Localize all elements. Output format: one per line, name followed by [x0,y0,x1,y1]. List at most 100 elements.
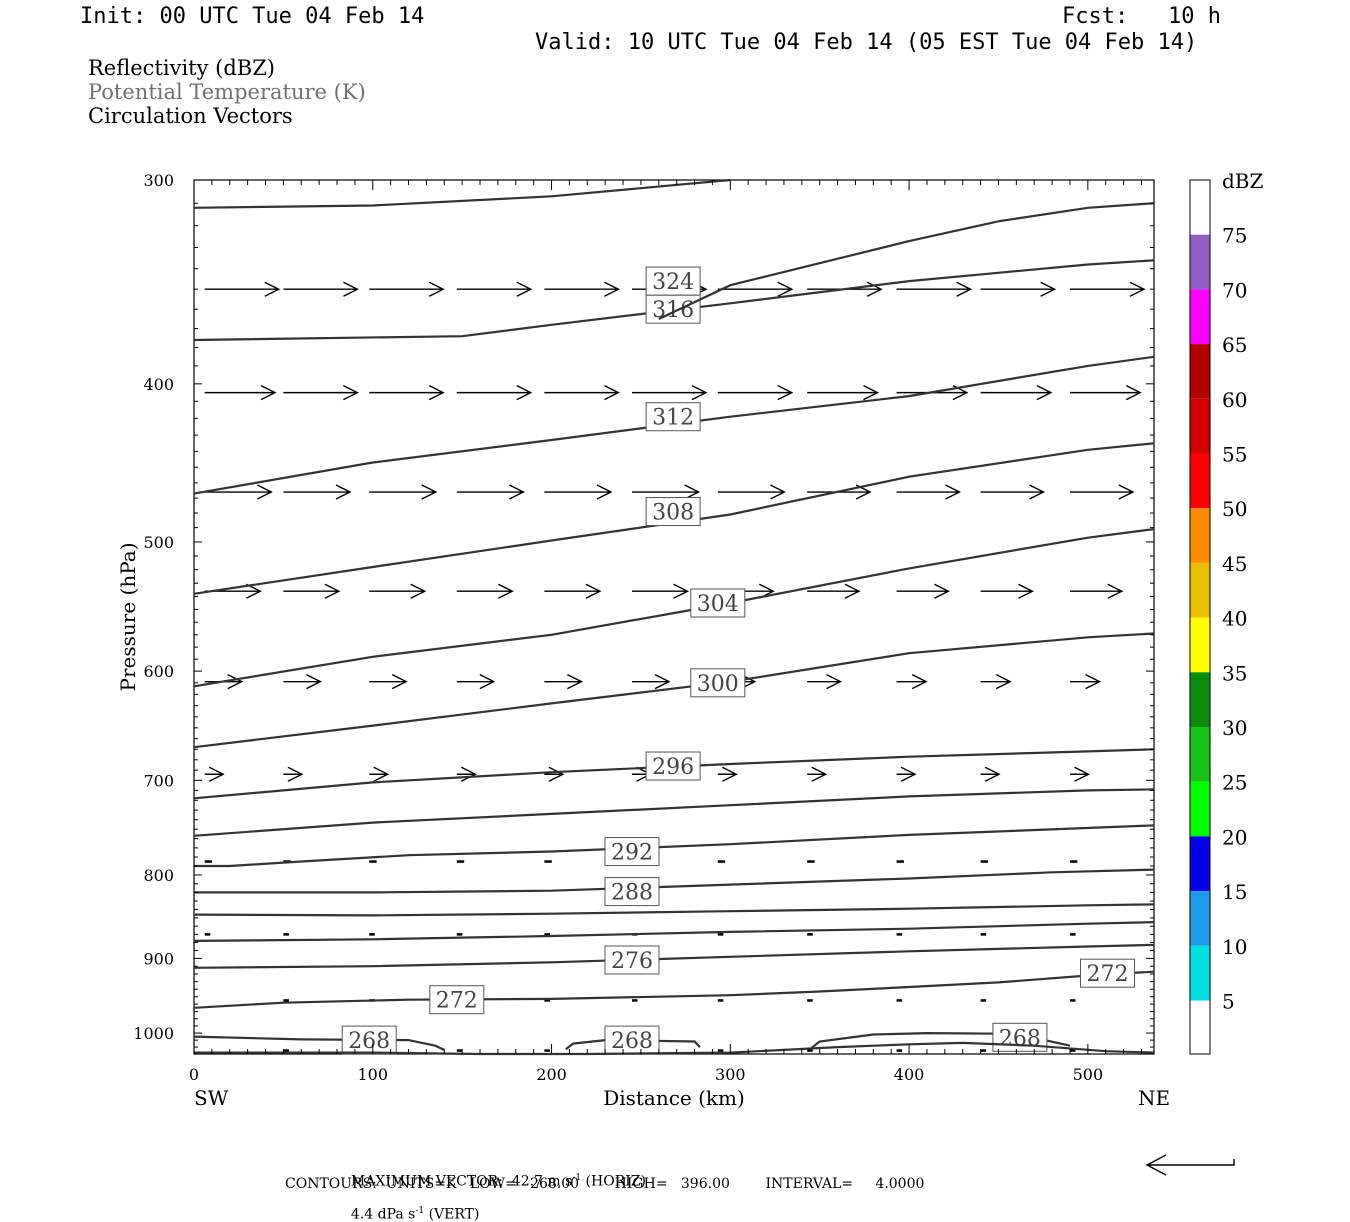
colorbar-top-segment [1190,180,1210,235]
contour-label-box [645,497,701,527]
horiz-tag: (HORIZ) [581,1173,646,1190]
sw-label: SW [194,1086,229,1110]
circulation-vector [369,583,427,599]
colorbar-bottom-segment [1190,1000,1210,1054]
colorbar-label: 75 [1222,224,1247,248]
circulation-vector [896,674,928,690]
colorbar-label: 70 [1222,278,1247,302]
colorbar-label: 45 [1222,552,1247,576]
colorbar-frame [1189,179,1211,1055]
contour-label-box [645,294,701,324]
x-tick-label: 300 [715,1065,746,1084]
circulation-vector [544,674,583,690]
init-time: Init: 00 UTC Tue 04 Feb 14 [80,4,425,29]
x-tick-label: 400 [894,1065,925,1084]
x-tick-label: 500 [1073,1065,1104,1084]
contour-label: 316 [652,298,694,323]
theta-contour [193,1035,445,1051]
colorbar-segment [1190,289,1210,345]
circulation-vector [456,674,496,690]
circulation-vector [1069,484,1135,500]
circulation-vector [807,583,861,599]
y-tick-label: 300 [143,171,174,190]
field-circulation-vectors: Circulation Vectors [88,104,293,128]
circulation-vector [544,766,565,782]
max-vector-vert: 4.4 dPa s [350,1206,416,1222]
circulation-vector [544,484,613,500]
contour-label-box [341,1025,397,1055]
circulation-vector [896,484,962,500]
contour-label: 312 [652,406,694,431]
colorbar-segment [1190,453,1210,509]
circulation-vector [283,583,341,599]
contour-label-box [604,1025,660,1055]
colorbar-label: 25 [1222,771,1247,795]
circulation-vector [980,281,1057,297]
colorbar-label: 55 [1222,443,1247,467]
circulation-vector [717,281,794,297]
theta-contour [193,903,1155,917]
theta-contour [193,788,1155,837]
y-axis-label: Pressure (hPa) [116,543,140,692]
colorbar-label: 20 [1222,825,1247,849]
theta-contour [194,824,1155,868]
colorbar-title: dBZ [1222,169,1264,193]
forecast-hour: Fcst: 10 h [1062,4,1221,29]
theta-contour [194,868,1155,894]
circulation-vector [369,766,390,782]
contour-label-box [604,877,660,907]
circulation-vector [631,583,690,599]
circulation-vector [1069,674,1102,690]
contour-info-line: CONTOURS: UNITS=K LOW= 268.00 HIGH= 396.… [285,1176,925,1192]
colorbar-segment [1190,562,1210,618]
circulation-vector [204,484,273,500]
circulation-vector [1069,385,1142,401]
colorbar-segment [1190,945,1210,1001]
contour-label-box [604,945,660,975]
contour-label: 292 [611,841,653,866]
contour-label: 272 [1087,962,1129,987]
circulation-vector [807,674,843,690]
colorbar-segment [1190,672,1210,727]
circulation-vector [283,766,304,782]
x-tick-label: 0 [189,1065,199,1084]
colorbar-label: 60 [1222,388,1247,412]
contour-label-box [1080,958,1136,988]
circulation-vector [283,385,359,401]
colorbar-label: 40 [1222,607,1247,631]
contour-label-box [645,402,701,432]
y-tick-label: 1000 [133,1024,174,1043]
circulation-vector [631,674,671,690]
circulation-vector [369,674,408,690]
theta-contour [658,202,1155,320]
field-potential-temperature: Potential Temperature (K) [88,80,366,104]
circulation-vector [369,281,445,297]
theta-contour [193,970,1155,1009]
contour-label-box [645,751,701,781]
colorbar-segment [1190,398,1210,454]
circulation-vector [980,583,1034,599]
colorbar-segment [1190,891,1210,946]
contour-label: 268 [611,1029,653,1054]
y-tick-label: 900 [143,949,174,968]
contour-label: 276 [611,949,653,974]
circulation-vector [456,484,525,500]
contour-label: 304 [697,592,739,617]
colorbar-label: 5 [1222,990,1235,1014]
colorbar-label: 50 [1222,497,1247,521]
colorbar-label: 30 [1222,716,1247,740]
colorbar-segment [1190,508,1210,563]
circulation-vector [980,484,1046,500]
circulation-vector [204,281,281,297]
circulation-vector [456,583,514,599]
circulation-vector [896,583,950,599]
circulation-vector [369,484,438,500]
colorbar-label: 15 [1222,880,1247,904]
x-tick-label: 100 [357,1065,388,1084]
circulation-vector [896,766,917,782]
max-vector-horiz: MAXIMUM VECTOR: 42.7 m s [350,1173,573,1190]
theta-contour [193,259,1155,342]
colorbar-label: 10 [1222,935,1247,959]
circulation-vector [631,385,708,401]
circulation-vector [1069,281,1146,297]
